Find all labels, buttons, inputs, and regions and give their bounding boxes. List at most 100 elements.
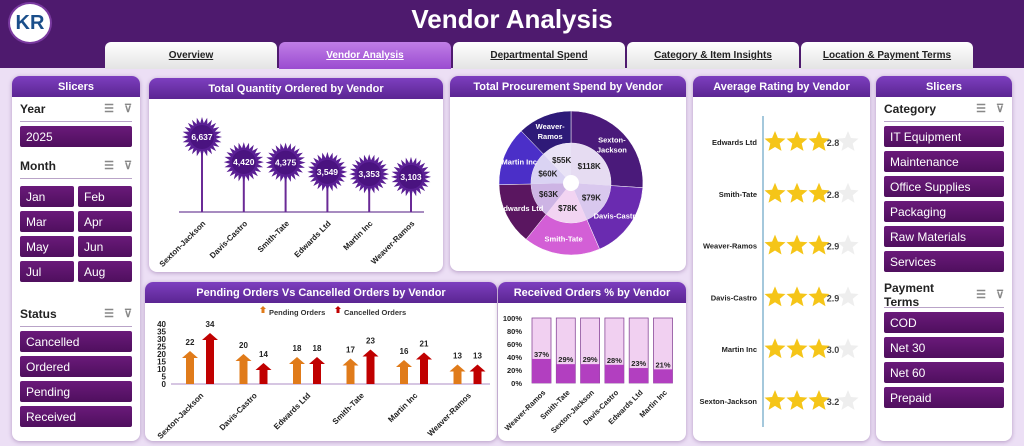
- slice-label: Davis-Castro: [594, 211, 641, 220]
- data-label: 2.8: [827, 138, 840, 148]
- chart-title: Average Rating by Vendor: [693, 76, 870, 97]
- bar-fill: [604, 364, 624, 383]
- empty-star-icon: [837, 182, 859, 203]
- slicer-item[interactable]: Jul: [20, 261, 74, 282]
- slicer-item[interactable]: Net 30: [884, 337, 1004, 358]
- star-icon: [808, 182, 830, 203]
- star-icon: [786, 182, 808, 203]
- data-label: 22: [186, 338, 195, 347]
- data-label: 2.9: [827, 242, 840, 252]
- donut-inner-slice: [574, 183, 611, 220]
- slicer-item[interactable]: Maintenance: [884, 151, 1004, 172]
- slice-label: Edwards Ltd: [498, 204, 543, 213]
- slicer-item[interactable]: IT Equipment: [884, 126, 1004, 147]
- data-label: $55K: [552, 156, 571, 165]
- rating-chart-panel: Average Rating by Vendor Edwards Ltd 2.8 S…: [693, 76, 870, 441]
- slicer-item[interactable]: Cancelled: [20, 331, 132, 352]
- tab-location-payment-terms[interactable]: Location & Payment Terms: [801, 42, 973, 69]
- data-label: 13: [453, 352, 462, 361]
- slicer-item[interactable]: Pending: [20, 381, 132, 402]
- clear-filter-icon[interactable]: ⊽: [123, 160, 132, 172]
- y-tick-label: 15: [157, 358, 166, 367]
- slicer-item[interactable]: Jun: [78, 236, 132, 257]
- slicer-item[interactable]: Net 60: [884, 362, 1004, 383]
- slicer-item[interactable]: Ordered: [20, 356, 132, 377]
- multi-select-icon[interactable]: ☰: [976, 103, 986, 115]
- slicer-item[interactable]: Jan: [20, 186, 74, 207]
- data-label: 3,549: [317, 167, 339, 177]
- tab-overview[interactable]: Overview: [105, 42, 277, 69]
- data-label: 18: [313, 344, 322, 353]
- tab-vendor-analysis[interactable]: Vendor Analysis: [279, 42, 451, 69]
- payment-terms-slicer: Payment Terms ☰ ⊽ COD Net 30 Net 60 Prepaid: [884, 281, 1004, 408]
- bar-arrow: [289, 357, 305, 384]
- slicer-item[interactable]: Apr: [78, 211, 132, 232]
- y-tick-label: 20: [157, 350, 166, 359]
- slicer-item[interactable]: Raw Materials: [884, 226, 1004, 247]
- left-slicer-panel: Slicers Year ☰ ⊽ 2025 Month ☰ ⊽ Jan Feb Mar Apr Ma…: [12, 76, 140, 441]
- slicer-item[interactable]: May: [20, 236, 74, 257]
- lollipop-center: [231, 150, 256, 175]
- slice-label: Jackson: [597, 146, 627, 155]
- quantity-chart: 6,637 Sexton-Jackson 4,420 Davis-Castro 4,37…: [158, 117, 431, 269]
- slicer-item[interactable]: Received: [20, 406, 132, 427]
- clear-filter-icon[interactable]: ⊽: [123, 103, 132, 115]
- bar-fill: [629, 368, 649, 383]
- slicer-header: Payment Terms ☰ ⊽: [884, 281, 1004, 309]
- tab-category-item-insights[interactable]: Category & Item Insights: [627, 42, 799, 69]
- star-icon: [808, 286, 830, 307]
- slicer-item[interactable]: Packaging: [884, 201, 1004, 222]
- slicer-item[interactable]: Prepaid: [884, 387, 1004, 408]
- star-icon: [808, 338, 830, 359]
- bar-arrow: [449, 364, 466, 384]
- multi-select-icon[interactable]: ☰: [104, 160, 114, 172]
- multi-select-icon[interactable]: ☰: [104, 308, 114, 320]
- slicer-header: Month ☰ ⊽: [20, 157, 132, 179]
- empty-star-icon: [837, 286, 859, 307]
- category-slicer: Category ☰ ⊽ IT Equipment Maintenance Office …: [884, 100, 1004, 272]
- tab-departmental-spend[interactable]: Departmental Spend: [453, 42, 625, 69]
- category-label: Edwards Ltd: [272, 391, 312, 431]
- slice-label: Ramos: [538, 132, 563, 141]
- slicer-item[interactable]: 2025: [20, 126, 132, 147]
- data-label: 3,103: [400, 172, 422, 182]
- slicer-item[interactable]: Feb: [78, 186, 132, 207]
- received-chart: 0%20%40%60%80%100%37%Weaver-Ramos29%Smit…: [503, 314, 673, 435]
- legend-label: Cancelled Orders: [344, 308, 406, 317]
- slicer-item[interactable]: Aug: [78, 261, 132, 282]
- data-label: 17: [346, 346, 355, 355]
- status-slicer: Status ☰ ⊽ Cancelled Ordered Pending Received: [20, 305, 132, 427]
- slicer-label: Year: [20, 101, 46, 116]
- slicer-header: Year ☰ ⊽: [20, 100, 132, 122]
- slicer-label: Category: [884, 101, 937, 116]
- slicer-item[interactable]: Services: [884, 251, 1004, 272]
- slicer-item[interactable]: Mar: [20, 211, 74, 232]
- category-label: Weaver-Ramos: [503, 388, 548, 433]
- clear-filter-icon[interactable]: ⊽: [995, 103, 1004, 115]
- clear-filter-icon[interactable]: ⊽: [995, 289, 1004, 301]
- year-slicer: Year ☰ ⊽ 2025: [20, 100, 132, 147]
- star-icon: [786, 390, 808, 410]
- category-label: Sexton-Jackson: [699, 397, 757, 406]
- category-label: Weaver-Ramos: [703, 242, 757, 251]
- slicer-item[interactable]: Office Supplies: [884, 176, 1004, 197]
- bar-arrow: [362, 349, 379, 384]
- category-label: Sexton-Jackson: [156, 391, 206, 441]
- slicer-item[interactable]: COD: [884, 312, 1004, 333]
- slice-label: Sexton-: [598, 136, 626, 145]
- data-label: 29%: [558, 355, 573, 364]
- bar-arrow: [416, 352, 432, 384]
- multi-select-icon[interactable]: ☰: [976, 289, 986, 301]
- spend-chart: Sexton-Jackson $118K Davis-Castro $79K Smith…: [498, 110, 644, 256]
- multi-select-icon[interactable]: ☰: [104, 103, 114, 115]
- data-label: 3,353: [359, 169, 381, 179]
- star-icon: [786, 286, 808, 307]
- clear-filter-icon[interactable]: ⊽: [123, 308, 132, 320]
- star-icon: [808, 390, 830, 410]
- star-icon: [786, 338, 808, 359]
- y-tick-label: 80%: [507, 327, 522, 336]
- star-icon: [764, 131, 786, 151]
- bar-arrow: [396, 360, 412, 384]
- star-icon: [786, 131, 808, 151]
- y-tick-label: 25: [157, 343, 166, 352]
